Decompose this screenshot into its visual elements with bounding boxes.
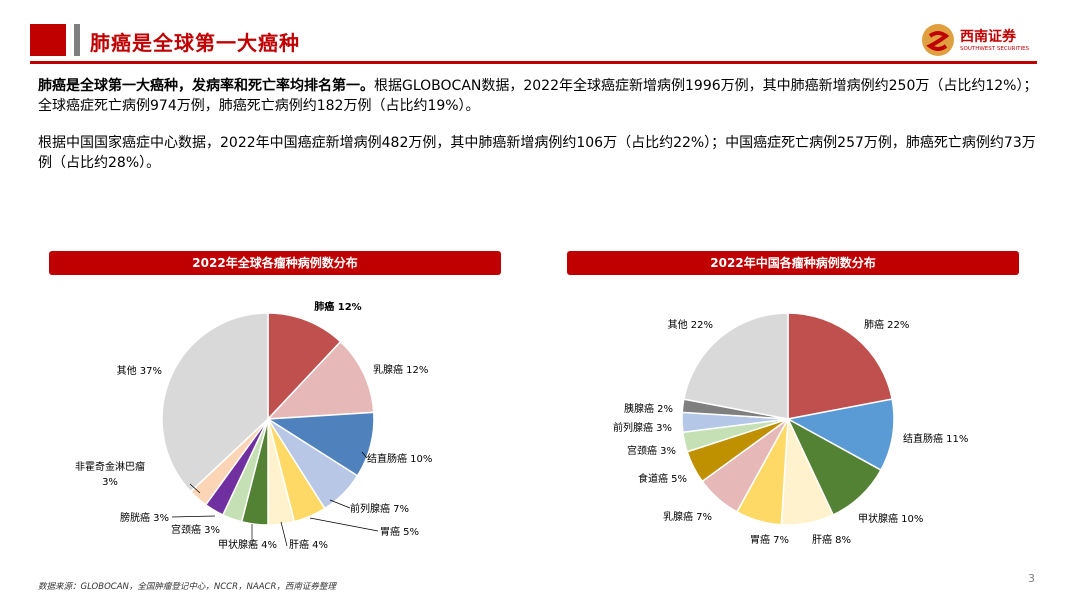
pie-global-label-9: 非霍奇金淋巴瘤 (75, 460, 145, 473)
chart-title-china: 2022年中国各瘤种病例数分布 (567, 251, 1019, 275)
pie-global-label-10: 其他 37% (117, 364, 162, 377)
pie-global-leader-9 (189, 483, 201, 494)
logo-emblem-icon (922, 24, 954, 56)
pie-global-leader-5 (280, 521, 288, 547)
paragraph-china: 根据中国国家癌症中心数据，2022年中国癌症新增病例482万例，其中肺癌新增病例… (38, 135, 1036, 171)
pie-china-label-0: 肺癌 22% (864, 318, 909, 331)
pie-global-slice-0 (267, 312, 342, 421)
pie-china-label-2: 甲状腺癌 10% (858, 512, 923, 525)
pie-global-label-4: 胃癌 5% (380, 525, 419, 538)
pie-china-label-7: 宫颈癌 3% (627, 444, 676, 457)
pie-global-label-6: 甲状腺癌 4% (218, 538, 277, 551)
pie-china-label-1: 结直肠癌 11% (903, 432, 968, 445)
pie-china-slice-0 (787, 312, 893, 420)
pie-global-label-0: 肺癌 12% (314, 300, 361, 313)
page-title: 肺癌是全球第一大癌种 (90, 31, 300, 55)
header-accent-block (30, 24, 66, 56)
pie-global-slice-10 (161, 312, 269, 493)
paragraph-global-lead: 肺癌是全球第一大癌种，发病率和死亡率均排名第一。 (38, 78, 374, 94)
pie-global-leader-3 (329, 499, 351, 509)
pie-china-label-5: 乳腺癌 7% (663, 510, 712, 523)
chart-title-global: 2022年全球各瘤种病例数分布 (49, 251, 501, 275)
pie-global-label-7: 宫颈癌 3% (171, 523, 220, 536)
pie-global-label-8: 膀胱癌 3% (120, 511, 169, 524)
pie-global-label-5: 肝癌 4% (289, 538, 328, 551)
pie-global-slice-1 (266, 340, 375, 420)
logo-subtitle: SOUTHWEST SECURITIES (960, 46, 1030, 52)
pie-china-label-10: 其他 22% (668, 318, 713, 331)
header-divider (30, 61, 1037, 64)
pie-global-value-9: 3% (102, 477, 118, 488)
pie-china-label-9: 胰腺癌 2% (624, 402, 673, 415)
pie-china-label-8: 前列腺癌 3% (613, 421, 672, 434)
pie-global-leader-4 (309, 517, 379, 532)
company-logo: 西南证券 SOUTHWEST SECURITIES (920, 22, 1040, 58)
paragraph-global-body: 根据GLOBOCAN数据，2022年全球癌症新增病例1996万例，其中肺癌新增病… (38, 78, 1038, 114)
pie-global-label-1: 乳腺癌 12% (373, 363, 428, 376)
page-number: 3 (1028, 572, 1035, 585)
pie-global-label-2: 结直肠癌 10% (367, 452, 432, 465)
header-accent-bar (74, 24, 80, 56)
paragraph-global: 肺癌是全球第一大癌种，发病率和死亡率均排名第一。根据GLOBOCAN数据，202… (38, 76, 1038, 116)
pie-global-label-3: 前列腺癌 7% (350, 502, 409, 515)
pie-china-slice-1 (785, 398, 895, 472)
pie-china-label-3: 肝癌 8% (812, 533, 851, 546)
pie-global-leader-2 (361, 451, 368, 459)
pie-china-label-4: 胃癌 7% (750, 533, 789, 546)
data-source-note: 数据来源：GLOBOCAN，全国肿瘤登记中心，NCCR，NAACR，西南证券整理 (38, 582, 336, 592)
pie-china-slice-10 (683, 312, 789, 420)
logo-name: 西南证券 (960, 29, 1016, 45)
pie-china-label-6: 食道癌 5% (638, 472, 687, 485)
pie-global-leader-8 (171, 515, 216, 518)
